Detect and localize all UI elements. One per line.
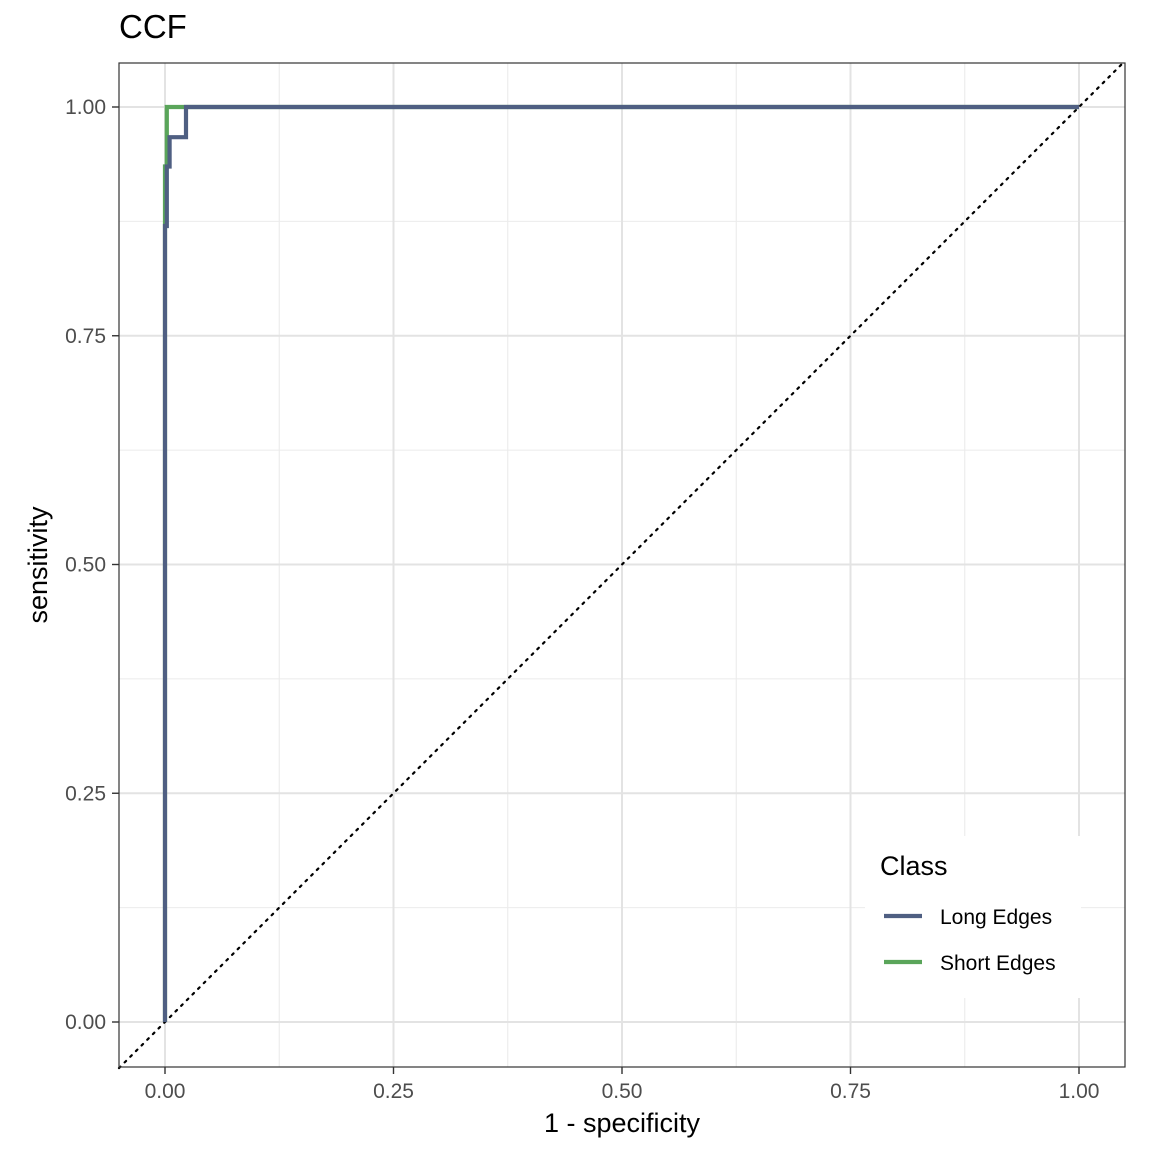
series-line-long-edges	[162, 104, 1079, 1022]
y-tick-label: 0.25	[65, 782, 106, 805]
y-tick-label: 0.50	[65, 554, 106, 577]
legend-label-long-edges: Long Edges	[940, 906, 1052, 929]
legend-label-short-edges: Short Edges	[940, 952, 1056, 975]
x-tick-label: 0.50	[602, 1080, 643, 1103]
series-layer	[162, 104, 1079, 1022]
legend: Class Long Edges Short Edges	[865, 836, 1081, 998]
x-tick-label: 0.25	[373, 1080, 414, 1103]
chart-title: CCF	[119, 8, 187, 45]
x-axis-ticks: 0.00 0.25 0.50 0.75 1.00	[145, 1067, 1100, 1103]
x-tick-label: 0.00	[145, 1080, 186, 1103]
y-axis-ticks: 0.00 0.25 0.50 0.75 1.00	[65, 96, 119, 1034]
legend-title: Class	[880, 851, 948, 881]
diagonal-reference-line	[117, 59, 1127, 1070]
x-tick-label: 1.00	[1059, 1080, 1100, 1103]
y-axis-title: sensitivity	[23, 506, 53, 624]
y-tick-label: 0.00	[65, 1011, 106, 1034]
x-axis-title: 1 - specificity	[544, 1108, 701, 1138]
y-tick-label: 0.75	[65, 325, 106, 348]
x-tick-label: 0.75	[830, 1080, 871, 1103]
y-tick-label: 1.00	[65, 96, 106, 119]
